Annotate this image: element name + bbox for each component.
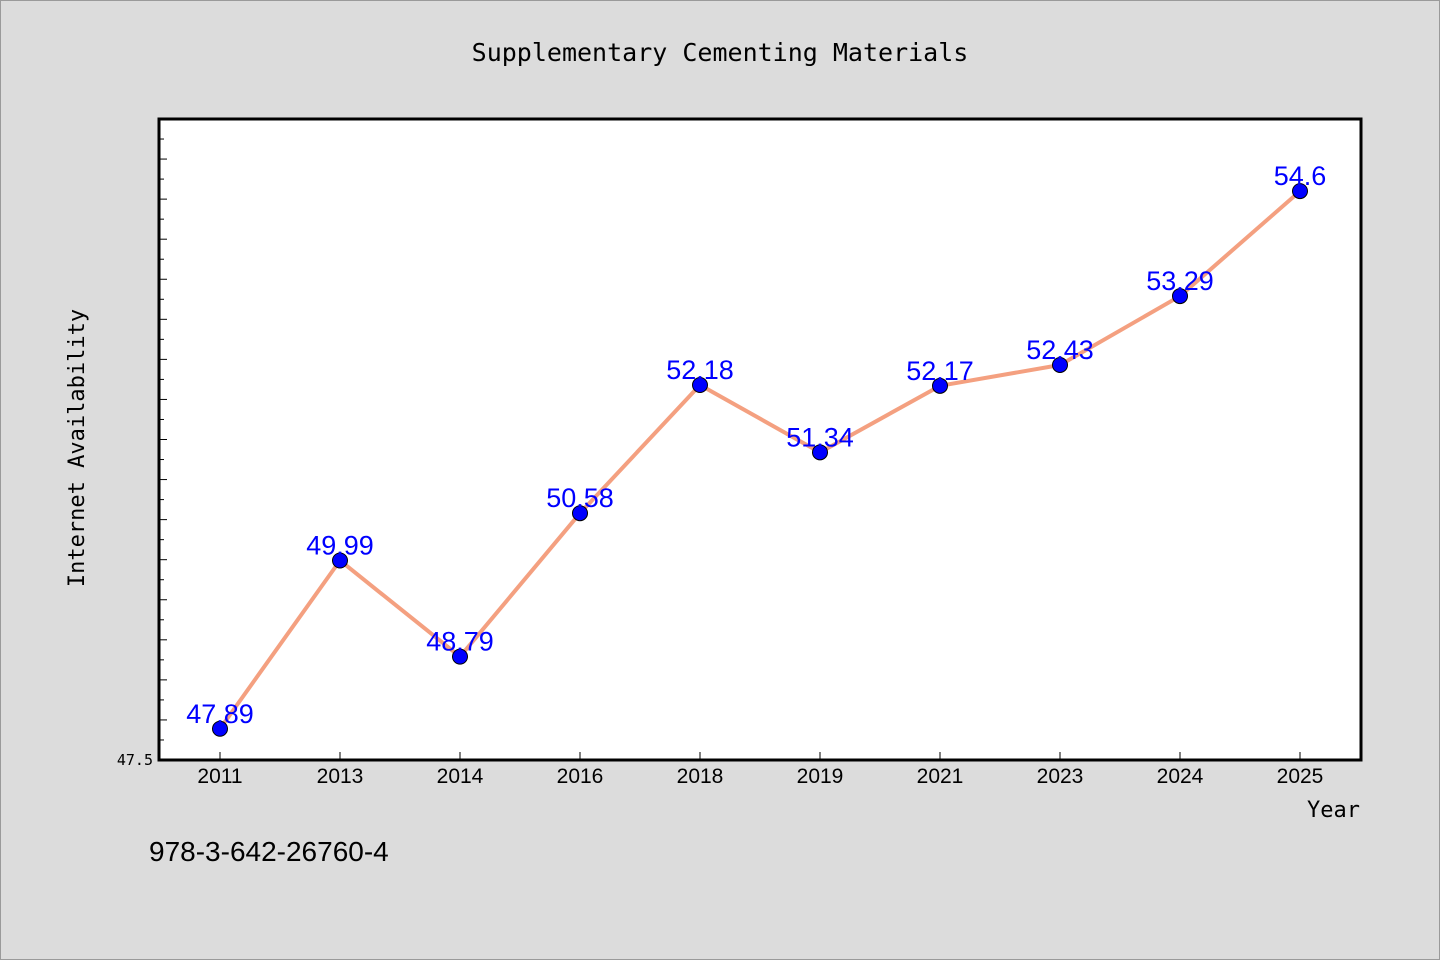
data-point — [572, 505, 588, 522]
data-labels: 47.89 49.99 48.79 50.58 52.18 51.34 52.17 52.43… — [186, 161, 1326, 729]
series-line-group — [218, 189, 1302, 730]
data-point — [332, 552, 348, 569]
data-label: 53.29 — [1146, 266, 1214, 296]
data-point — [1052, 356, 1068, 373]
chart-title: Supplementary Cementing Materials — [472, 38, 969, 67]
x-tick-label: 2016 — [557, 765, 604, 788]
x-tick-label: 2018 — [677, 765, 724, 788]
x-tick-label: 2013 — [317, 765, 364, 788]
data-label: 52.17 — [906, 356, 974, 386]
y-axis-label: Internet Availability — [65, 309, 90, 587]
y-tick-label: 47.5 — [117, 751, 153, 769]
data-point — [812, 444, 828, 461]
x-tick-label: 2023 — [1037, 765, 1084, 788]
data-point — [932, 377, 948, 394]
data-label: 50.58 — [546, 483, 614, 513]
y-axis-ticks: 47.5 — [117, 118, 167, 769]
data-label: 48.79 — [426, 627, 494, 657]
x-tick-label: 2024 — [1157, 765, 1204, 788]
data-point — [452, 648, 468, 665]
isbn-footer: 978-3-642-26760-4 — [149, 836, 389, 867]
x-tick-label: 2019 — [797, 765, 844, 788]
data-label: 51.34 — [786, 422, 854, 452]
data-label: 52.18 — [666, 355, 734, 385]
data-point — [1292, 183, 1308, 200]
x-axis-label: Year — [1307, 798, 1360, 823]
data-point — [1172, 288, 1188, 305]
series-line — [218, 189, 1302, 730]
data-label: 54.6 — [1274, 161, 1327, 191]
x-tick-label: 2025 — [1277, 765, 1324, 788]
plot-area — [157, 117, 1363, 762]
x-tick-label: 2014 — [437, 765, 484, 788]
data-point — [212, 720, 228, 737]
data-label: 47.89 — [186, 699, 254, 729]
data-label: 49.99 — [306, 530, 374, 560]
x-tick-label: 2021 — [917, 765, 964, 788]
series-markers — [212, 183, 1308, 737]
x-axis-ticks: 2011 2013 2014 2016 2018 2019 2021 2023 2024 2025 — [197, 752, 1323, 788]
data-point — [692, 377, 708, 394]
data-label: 52.43 — [1026, 335, 1094, 365]
x-tick-label: 2011 — [197, 765, 242, 788]
